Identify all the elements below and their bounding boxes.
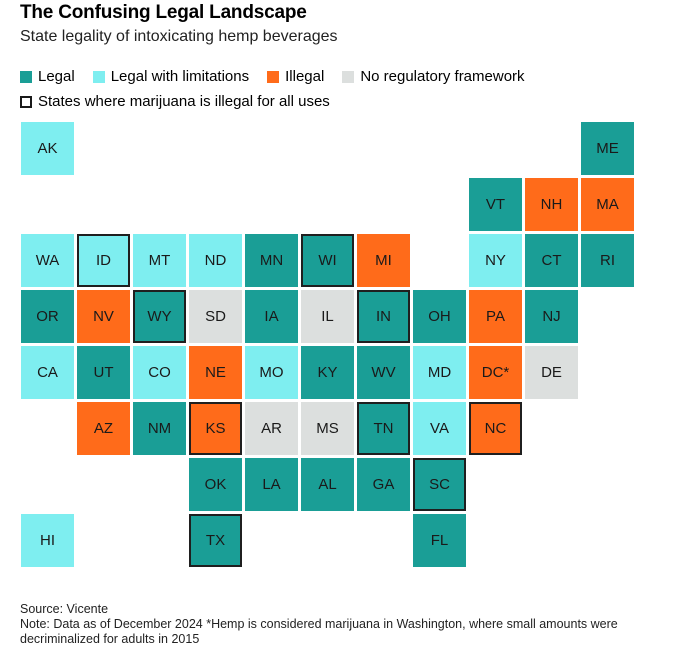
state-tile-az: AZ [77, 402, 130, 455]
state-tile-wi: WI [301, 234, 354, 287]
state-tile-sc: SC [413, 458, 466, 511]
legend-outline-row: States where marijuana is illegal for al… [20, 93, 348, 110]
chart-subtitle: State legality of intoxicating hemp beve… [20, 28, 338, 45]
state-tile-de: DE [525, 346, 578, 399]
state-tile-ny: NY [469, 234, 522, 287]
state-tile-id: ID [77, 234, 130, 287]
source-note: Source: Vicente [20, 602, 109, 616]
legend-swatch-legal [20, 70, 32, 83]
state-tile-nm: NM [133, 402, 186, 455]
state-tile-nj: NJ [525, 290, 578, 343]
state-tile-ri: RI [581, 234, 634, 287]
state-tile-va: VA [413, 402, 466, 455]
legend-item-outline: States where marijuana is illegal for al… [20, 93, 330, 110]
state-tile-wa: WA [21, 234, 74, 287]
legend-item-legal: Legal [20, 68, 75, 85]
state-tile-dc: DC* [469, 346, 522, 399]
state-tile-ma: MA [581, 178, 634, 231]
legend-swatch-limited [92, 70, 105, 83]
state-tile-tn: TN [357, 402, 410, 455]
legend-swatch-outline [20, 95, 32, 108]
state-tile-md: MD [413, 346, 466, 399]
state-tile-hi: HI [21, 514, 74, 567]
state-tile-nd: ND [189, 234, 242, 287]
state-tile-fl: FL [413, 514, 466, 567]
state-tile-nc: NC [469, 402, 522, 455]
legend-swatch-illegal [267, 70, 280, 83]
state-tile-oh: OH [413, 290, 466, 343]
state-tile-il: IL [301, 290, 354, 343]
state-tile-ms: MS [301, 402, 354, 455]
state-tile-in: IN [357, 290, 410, 343]
state-tile-or: OR [21, 290, 74, 343]
legend-label-illegal: Illegal [285, 68, 325, 85]
state-tile-nv: NV [77, 290, 130, 343]
state-tile-mi: MI [357, 234, 410, 287]
state-tile-me: ME [581, 122, 634, 175]
state-tile-ky: KY [301, 346, 354, 399]
legend-item-illegal: Illegal [267, 68, 324, 85]
legend-label-legal: Legal [38, 68, 75, 85]
state-tile-vt: VT [469, 178, 522, 231]
footnote: Note: Data as of December 2024 *Hemp is … [20, 617, 618, 646]
state-tile-al: AL [301, 458, 354, 511]
state-tile-mt: MT [133, 234, 186, 287]
state-tile-wv: WV [357, 346, 410, 399]
state-tile-sd: SD [189, 290, 242, 343]
state-tile-wy: WY [133, 290, 186, 343]
state-tile-pa: PA [469, 290, 522, 343]
state-tile-mo: MO [245, 346, 298, 399]
state-tile-nh: NH [525, 178, 578, 231]
legend: Legal Legal with limitations Illegal No … [20, 68, 543, 85]
state-tile-ia: IA [245, 290, 298, 343]
legend-item-limited: Legal with limitations [92, 68, 250, 85]
state-tile-ut: UT [77, 346, 130, 399]
legend-swatch-none [342, 70, 355, 83]
state-tile-la: LA [245, 458, 298, 511]
state-tile-ne: NE [189, 346, 242, 399]
state-tile-co: CO [133, 346, 186, 399]
chart-title: The Confusing Legal Landscape [20, 2, 307, 23]
legend-label-none: No regulatory framework [360, 68, 525, 85]
state-tile-ks: KS [189, 402, 242, 455]
legend-label-limited: Legal with limitations [110, 68, 250, 85]
state-tile-mn: MN [245, 234, 298, 287]
state-tile-ar: AR [245, 402, 298, 455]
legend-label-outline: States where marijuana is illegal for al… [38, 93, 330, 110]
legend-item-none: No regulatory framework [342, 68, 525, 85]
state-tile-ca: CA [21, 346, 74, 399]
state-tile-tx: TX [189, 514, 242, 567]
state-tile-ok: OK [189, 458, 242, 511]
state-tile-ak: AK [21, 122, 74, 175]
state-tile-ga: GA [357, 458, 410, 511]
state-tile-ct: CT [525, 234, 578, 287]
